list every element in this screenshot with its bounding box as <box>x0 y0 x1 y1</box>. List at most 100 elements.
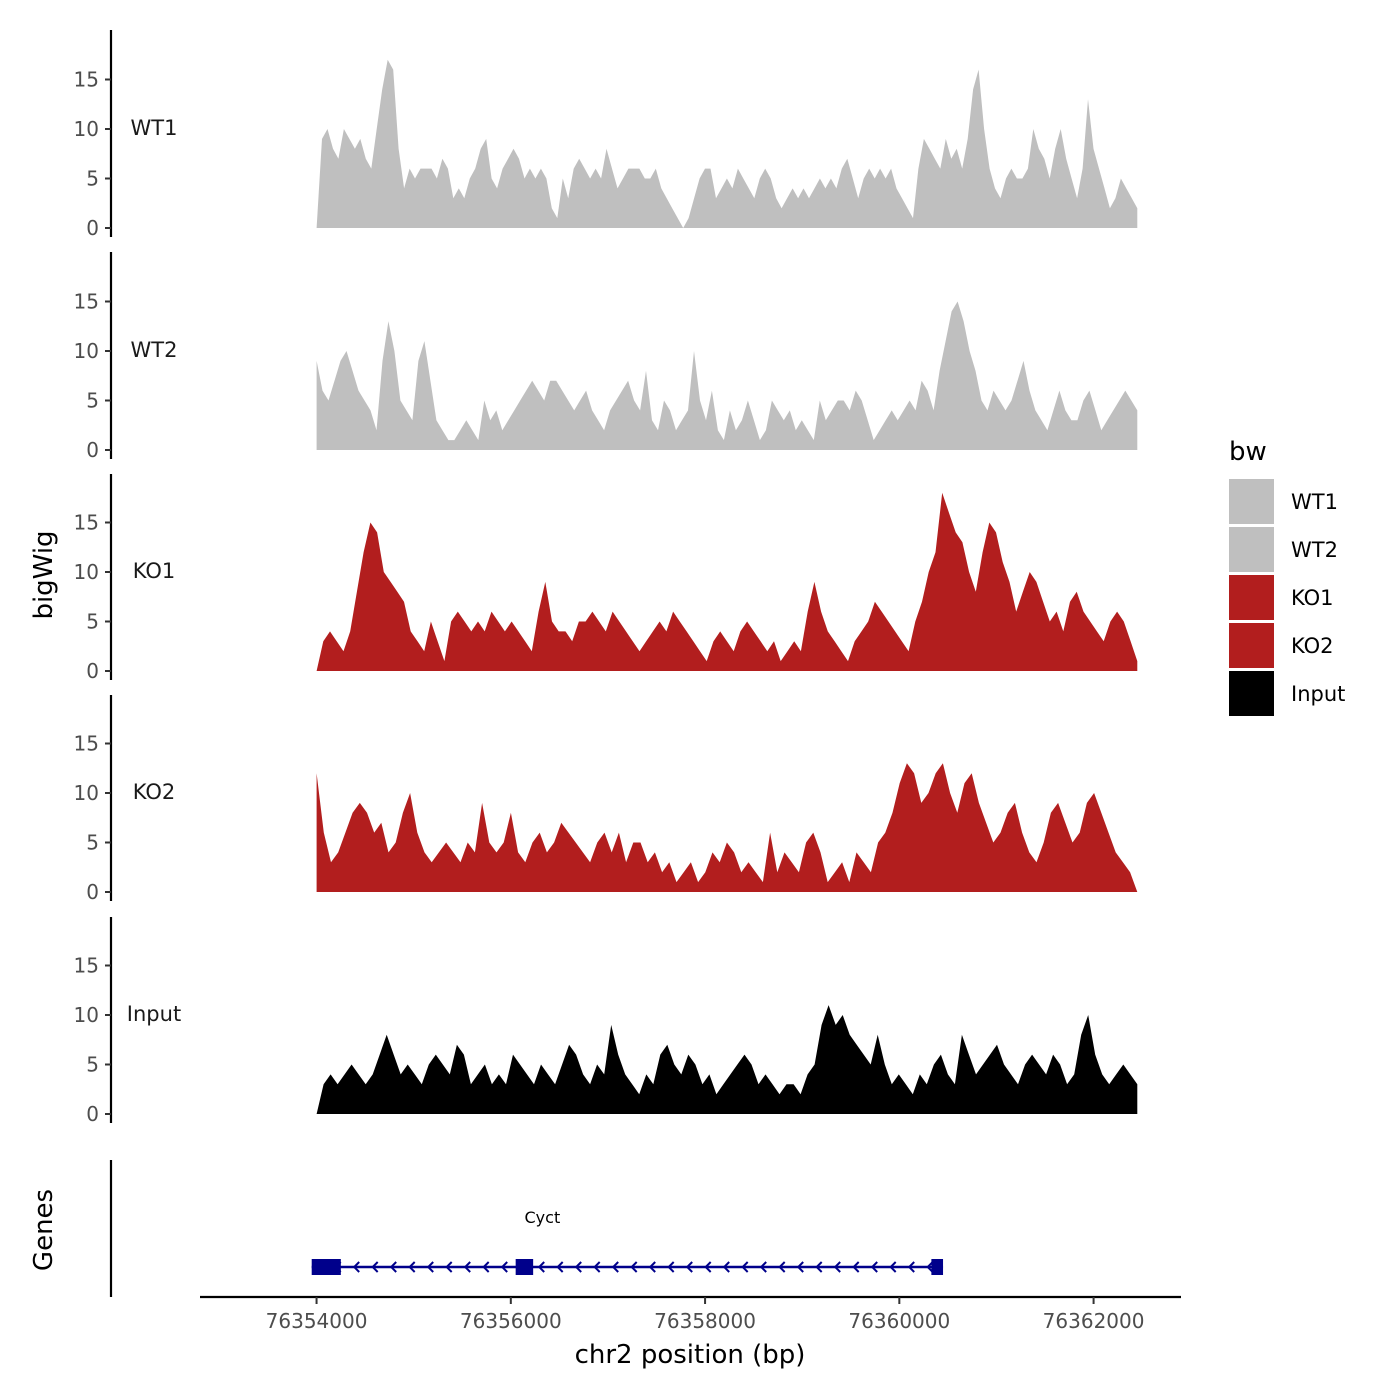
track-label-ko2: KO2 <box>133 780 176 804</box>
track-wt2: 0 5 10 15 WT2 <box>74 252 1138 462</box>
strand-arrow <box>352 1261 360 1273</box>
y-tick-label: 10 <box>74 781 99 805</box>
y-tick-label: 5 <box>86 831 99 855</box>
strand-arrow <box>408 1261 416 1273</box>
track-label-input: Input <box>127 1002 181 1026</box>
signal-area-ko2 <box>316 763 1138 892</box>
strand-arrow <box>482 1261 490 1273</box>
strand-arrow <box>667 1261 675 1273</box>
x-tick-label: 76360000 <box>848 1309 950 1333</box>
gene-exon <box>931 1259 944 1275</box>
signal-area-wt2 <box>316 301 1138 450</box>
strand-arrow <box>796 1261 804 1273</box>
strand-arrow <box>426 1261 434 1273</box>
strand-arrow <box>889 1261 897 1273</box>
strand-arrow <box>593 1261 601 1273</box>
strand-arrow <box>722 1261 730 1273</box>
strand-arrow <box>648 1261 656 1273</box>
signal-area-wt1 <box>316 59 1138 229</box>
y-tick-label: 5 <box>86 167 99 191</box>
strand-arrow <box>778 1261 786 1273</box>
x-tick-label: 76362000 <box>1043 1309 1145 1333</box>
strand-arrow <box>907 1261 915 1273</box>
gene-exon <box>311 1259 341 1275</box>
strand-arrow <box>537 1261 545 1273</box>
gene-cyct: Cyct <box>311 1208 944 1275</box>
x-tick-label: 76354000 <box>266 1309 368 1333</box>
y-tick-label: 5 <box>86 389 99 413</box>
legend-swatch <box>1229 575 1274 620</box>
strand-arrow <box>685 1261 693 1273</box>
strand-arrow <box>759 1261 767 1273</box>
strand-arrow <box>833 1261 841 1273</box>
track-wt1: 0 5 10 15 WT1 <box>74 30 1138 240</box>
genes-axis-title: Genes <box>29 1189 59 1271</box>
track-input: 0 5 10 15 Input <box>74 917 1138 1126</box>
y-tick-label: 0 <box>86 438 99 462</box>
y-tick-label: 15 <box>74 954 99 978</box>
y-tick-label: 10 <box>74 560 99 584</box>
legend-swatch <box>1229 671 1274 716</box>
strand-arrow <box>445 1261 453 1273</box>
strand-arrow <box>574 1261 582 1273</box>
legend-swatch <box>1229 527 1274 572</box>
strand-arrow <box>704 1261 712 1273</box>
strand-arrow <box>815 1261 823 1273</box>
track-label-wt1: WT1 <box>131 116 178 140</box>
y-tick-label: 15 <box>74 68 99 92</box>
y-tick-label: 0 <box>86 880 99 904</box>
legend-label: WT2 <box>1291 538 1338 562</box>
legend-item-ko1: KO1 <box>1229 575 1334 620</box>
strand-arrow <box>500 1261 508 1273</box>
strand-arrow <box>371 1261 379 1273</box>
strand-arrow <box>741 1261 749 1273</box>
strand-arrow <box>556 1261 564 1273</box>
y-tick-label: 15 <box>74 511 99 535</box>
strand-arrow <box>870 1261 878 1273</box>
legend-label: KO2 <box>1291 634 1334 658</box>
legend-label: KO1 <box>1291 586 1334 610</box>
y-tick-label: 5 <box>86 610 99 634</box>
track-ko1: 0 5 10 15 KO1 <box>74 474 1138 683</box>
track-label-wt2: WT2 <box>131 338 178 362</box>
legend-item-wt1: WT1 <box>1229 479 1338 524</box>
legend-item-ko2: KO2 <box>1229 623 1334 668</box>
x-tick-label: 76358000 <box>654 1309 756 1333</box>
y-tick-label: 10 <box>74 117 99 141</box>
legend-swatch <box>1229 479 1274 524</box>
x-tick-label: 76356000 <box>460 1309 562 1333</box>
gene-exon <box>515 1259 534 1275</box>
strand-arrow <box>852 1261 860 1273</box>
y-tick-label: 15 <box>74 732 99 756</box>
legend-title: bw <box>1229 437 1267 467</box>
y-tick-label: 5 <box>86 1053 99 1077</box>
y-axis-title: bigWig <box>29 530 59 619</box>
gene-name-label: Cyct <box>525 1208 561 1227</box>
legend-label: WT1 <box>1291 490 1338 514</box>
y-tick-label: 0 <box>86 659 99 683</box>
strand-arrow <box>630 1261 638 1273</box>
y-tick-label: 10 <box>74 1003 99 1027</box>
y-tick-label: 10 <box>74 339 99 363</box>
y-tick-label: 0 <box>86 1102 99 1126</box>
x-axis: 76354000 76356000 76358000 76360000 76362000 <box>200 1295 1181 1333</box>
strand-arrow <box>926 1261 934 1273</box>
x-axis-title: chr2 position (bp) <box>575 1340 806 1370</box>
genes-track: Cyct <box>109 1160 944 1297</box>
y-tick-label: 15 <box>74 290 99 314</box>
strand-arrow <box>463 1261 471 1273</box>
strand-arrow <box>389 1261 397 1273</box>
track-ko2: 0 5 10 15 KO2 <box>74 695 1138 904</box>
legend: bw WT1 WT2 KO1 KO2 Input <box>1229 437 1345 716</box>
y-tick-label: 0 <box>86 216 99 240</box>
signal-area-ko1 <box>316 492 1138 671</box>
legend-swatch <box>1229 623 1274 668</box>
legend-item-input: Input <box>1229 671 1345 716</box>
legend-label: Input <box>1291 682 1345 706</box>
track-label-ko1: KO1 <box>133 559 176 583</box>
strand-arrow <box>611 1261 619 1273</box>
tracks-layer: 0 5 10 15 WT1 0 5 10 15 WT2 0 5 10 15 KO1 0 5 10 15 KO2 0 5 10… <box>74 30 1138 1126</box>
legend-item-wt2: WT2 <box>1229 527 1338 572</box>
signal-area-input <box>316 1005 1138 1114</box>
